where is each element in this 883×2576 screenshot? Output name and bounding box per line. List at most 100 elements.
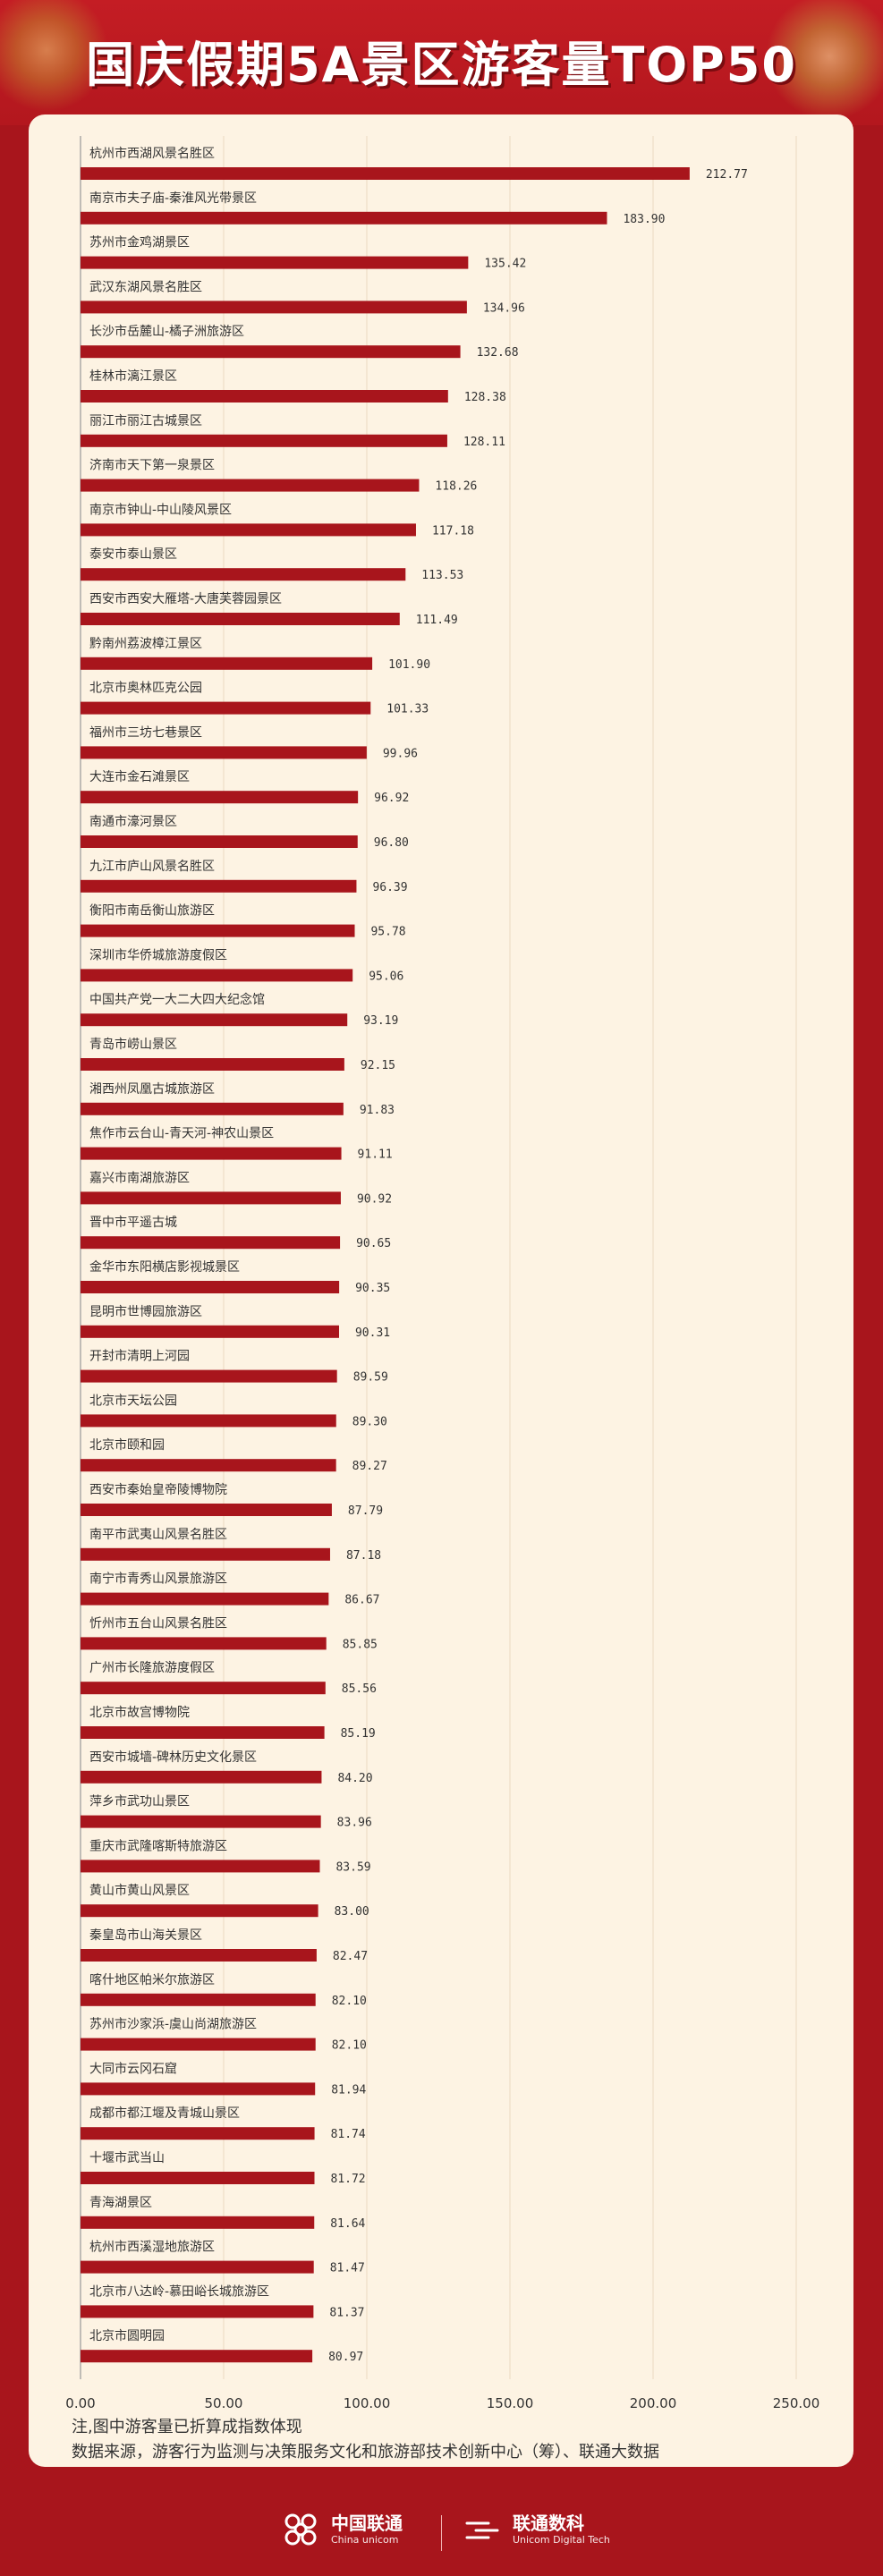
data-label: 113.53 bbox=[421, 569, 463, 582]
category-label: 湘西州凤凰古城旅游区 bbox=[89, 1082, 215, 1097]
data-label: 87.18 bbox=[346, 1549, 381, 1563]
x-tick-label: 250.00 bbox=[773, 2395, 820, 2411]
bar bbox=[81, 613, 400, 625]
category-label: 大连市金石滩景区 bbox=[89, 769, 190, 784]
data-label: 81.94 bbox=[331, 2083, 366, 2097]
category-label: 南宁市青秀山风景旅游区 bbox=[89, 1572, 227, 1587]
bar bbox=[81, 1236, 341, 1250]
bar bbox=[81, 2260, 314, 2274]
page-title: 国庆假期5A景区游客量TOP50 bbox=[86, 37, 797, 93]
category-label: 十堰市武当山 bbox=[89, 2150, 165, 2165]
data-label: 89.30 bbox=[352, 1415, 387, 1428]
category-label: 杭州市西溪湿地旅游区 bbox=[89, 2240, 215, 2255]
data-label: 212.77 bbox=[706, 168, 748, 182]
data-label: 89.27 bbox=[352, 1460, 387, 1473]
x-tick-label: 0.00 bbox=[65, 2395, 95, 2411]
category-label: 萍乡市武功山景区 bbox=[89, 1794, 190, 1809]
bar bbox=[81, 1013, 348, 1027]
data-label: 128.38 bbox=[464, 391, 506, 404]
category-label: 青海湖景区 bbox=[89, 2196, 152, 2210]
category-label: 苏州市金鸡湖景区 bbox=[89, 235, 190, 250]
data-label: 135.42 bbox=[484, 258, 526, 271]
bar bbox=[81, 1147, 342, 1160]
data-label: 87.79 bbox=[348, 1504, 383, 1518]
bar bbox=[81, 256, 469, 269]
data-label: 132.68 bbox=[477, 346, 519, 360]
data-label: 90.31 bbox=[355, 1326, 390, 1340]
unicom-digital-icon bbox=[461, 2508, 504, 2551]
category-label: 中国共产党一大二大四大纪念馆 bbox=[89, 992, 265, 1007]
logo1-cn: 中国联通 bbox=[331, 2512, 403, 2534]
category-label: 长沙市岳麓山-橘子洲旅游区 bbox=[89, 324, 244, 339]
x-tick-label: 100.00 bbox=[344, 2395, 391, 2411]
bar bbox=[81, 1191, 341, 1205]
bar bbox=[81, 1993, 316, 2006]
data-label: 81.74 bbox=[331, 2128, 366, 2141]
data-label: 96.80 bbox=[374, 836, 409, 850]
category-label: 北京市故宫博物院 bbox=[89, 1705, 190, 1720]
data-label: 84.20 bbox=[337, 1772, 372, 1785]
bar bbox=[81, 434, 447, 447]
category-label: 南平市武夷山风景名胜区 bbox=[89, 1527, 227, 1542]
category-label: 大同市云冈石窟 bbox=[89, 2061, 177, 2076]
bar bbox=[81, 657, 373, 670]
category-label: 南京市钟山-中山陵风景区 bbox=[89, 502, 232, 517]
bar bbox=[81, 924, 355, 937]
logo2-en: Unicom Digital Tech bbox=[513, 2534, 610, 2546]
data-label: 82.47 bbox=[333, 1950, 368, 1963]
data-label: 82.10 bbox=[332, 2039, 367, 2053]
bar-chart: 0.00 50.00 100.00 150.00 200.00 250.00 杭州市西湖风景… bbox=[65, 136, 820, 2411]
data-label: 81.37 bbox=[329, 2306, 364, 2319]
bar bbox=[81, 2305, 314, 2318]
header-banner: 国庆假期5A景区游客量TOP50 bbox=[0, 0, 883, 125]
temple-decoration bbox=[749, 0, 883, 125]
bar bbox=[81, 2127, 315, 2140]
data-label: 80.97 bbox=[328, 2351, 363, 2364]
data-label: 91.11 bbox=[358, 1148, 393, 1162]
category-label: 苏州市沙家浜-虞山尚湖旅游区 bbox=[89, 2017, 257, 2032]
category-label: 重庆市武隆喀斯特旅游区 bbox=[89, 1838, 227, 1853]
data-label: 117.18 bbox=[432, 524, 474, 538]
bar bbox=[81, 1504, 332, 1516]
data-label: 90.65 bbox=[356, 1237, 391, 1250]
category-label: 丽江市丽江古城景区 bbox=[89, 413, 202, 428]
category-label: 成都市都江堰及青城山景区 bbox=[89, 2106, 240, 2121]
data-label: 183.90 bbox=[623, 213, 665, 226]
bar bbox=[81, 1281, 340, 1293]
category-label: 西安市城墙-碑林历史文化景区 bbox=[89, 1750, 257, 1765]
data-label: 85.56 bbox=[342, 1682, 377, 1696]
logo-divider bbox=[441, 2515, 442, 2551]
data-label: 83.96 bbox=[337, 1817, 372, 1830]
data-label: 89.59 bbox=[353, 1371, 388, 1385]
bar bbox=[81, 479, 420, 492]
bar bbox=[81, 568, 406, 581]
category-label: 焦作市云台山-青天河-神农山景区 bbox=[89, 1126, 274, 1141]
bar bbox=[81, 211, 607, 225]
category-label: 忻州市五台山风景名胜区 bbox=[89, 1615, 227, 1631]
category-label: 北京市八达岭-慕田峪长城旅游区 bbox=[89, 2284, 269, 2299]
bar bbox=[81, 1682, 326, 1695]
bar bbox=[81, 1815, 321, 1828]
category-label: 北京市颐和园 bbox=[89, 1437, 165, 1453]
x-tick-label: 50.00 bbox=[205, 2395, 243, 2411]
footer: 中国联通 China unicom 联通数科 Unicom Digital Te… bbox=[0, 2496, 883, 2576]
china-unicom-logo: 中国联通 China unicom bbox=[279, 2508, 403, 2551]
data-label: 99.96 bbox=[383, 747, 418, 760]
category-label: 深圳市华侨城旅游度假区 bbox=[89, 947, 227, 962]
category-label: 昆明市世博园旅游区 bbox=[89, 1304, 202, 1319]
category-label: 嘉兴市南湖旅游区 bbox=[89, 1170, 190, 1185]
bar bbox=[81, 301, 467, 314]
category-label: 金华市东阳横店影视城景区 bbox=[89, 1259, 240, 1275]
data-label: 83.00 bbox=[335, 1905, 369, 1919]
bar bbox=[81, 1102, 344, 1115]
unicom-knot-icon bbox=[279, 2508, 322, 2551]
data-label: 86.67 bbox=[344, 1594, 379, 1607]
category-label: 北京市奥林匹克公园 bbox=[89, 681, 202, 696]
data-label: 96.92 bbox=[374, 792, 409, 805]
category-label: 广州市长隆旅游度假区 bbox=[89, 1660, 215, 1675]
x-tick-label: 200.00 bbox=[630, 2395, 677, 2411]
bar bbox=[81, 390, 448, 402]
data-label: 134.96 bbox=[483, 301, 525, 315]
category-label: 泰安市泰山景区 bbox=[89, 547, 177, 562]
category-label: 南京市夫子庙-秦淮风光带景区 bbox=[89, 191, 257, 206]
